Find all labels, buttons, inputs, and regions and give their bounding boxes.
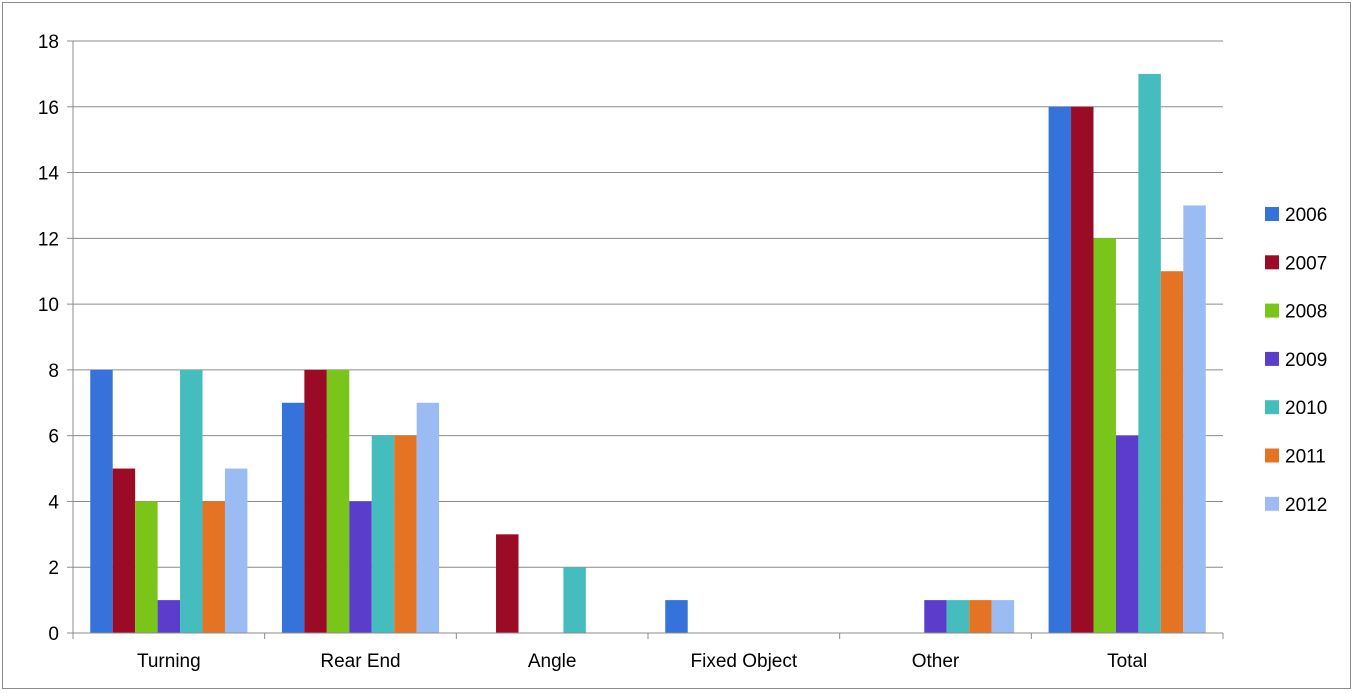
legend-label: 2008: [1285, 302, 1327, 323]
bar-2012-total: [1183, 205, 1206, 633]
bar-2007-angle: [496, 534, 519, 633]
y-tick-label: 4: [48, 492, 59, 513]
x-tick-labels: Turning Rear End Angle Fixed Object Other Tot…: [137, 651, 1147, 672]
y-tick-label: 0: [48, 624, 59, 645]
legend-label: 2011: [1285, 447, 1326, 468]
legend-swatch: [1265, 303, 1279, 318]
legend-item-2012: 2012: [1265, 495, 1327, 516]
legend-label: 2012: [1285, 495, 1327, 516]
bar-2012-turning: [224, 468, 248, 633]
bar-2007-total: [1071, 106, 1094, 634]
x-tick-label: Total: [1107, 651, 1147, 672]
bar-2012-other: [991, 600, 1015, 633]
bar-2008-rear-end: [326, 369, 350, 633]
gridlines: [73, 40, 1223, 568]
legend-item-2010: 2010: [1265, 398, 1327, 419]
legend-label: 2007: [1285, 253, 1327, 274]
y-tick-label: 10: [38, 295, 59, 316]
bar-2006-turning: [90, 369, 113, 633]
bar-2011-other: [969, 600, 992, 633]
bar-2006-total: [1048, 106, 1072, 634]
bar-2009-turning: [157, 600, 181, 633]
bar-2012-rear-end: [416, 402, 440, 633]
bar-2010-angle: [563, 567, 586, 633]
x-tick-label: Other: [912, 651, 960, 672]
bar-2007-turning: [112, 468, 136, 633]
bar-2009-rear-end: [349, 501, 372, 633]
legend-item-2009: 2009: [1265, 350, 1327, 371]
y-tick-label: 8: [48, 361, 59, 382]
legend: 2006 2007 2008 2009 2010 2011 2012: [1265, 205, 1327, 516]
legend-swatch: [1265, 496, 1279, 511]
bar-2011-total: [1160, 271, 1184, 633]
legend-swatch: [1265, 351, 1279, 366]
legend-swatch: [1265, 255, 1279, 270]
bar-2010-other: [946, 600, 970, 633]
bar-2009-total: [1115, 435, 1139, 633]
axes: [67, 40, 1224, 639]
legend-swatch: [1265, 207, 1279, 221]
bar-2006-rear-end: [281, 402, 305, 633]
bar-2011-turning: [202, 501, 225, 633]
legend-swatch: [1265, 448, 1279, 463]
x-tick-label: Fixed Object: [691, 651, 798, 672]
legend-label: 2006: [1285, 205, 1327, 226]
bar-2007-rear-end: [304, 369, 327, 633]
y-tick-label: 18: [38, 32, 59, 53]
legend-item-2006: 2006: [1265, 205, 1327, 226]
bar-2011-rear-end: [394, 435, 417, 633]
bar-2006-fixed-object: [665, 600, 688, 633]
bar-2010-rear-end: [371, 435, 395, 633]
bar-2008-total: [1093, 238, 1116, 634]
y-tick-label: 6: [48, 427, 59, 448]
x-tick-label: Rear End: [320, 651, 400, 672]
y-tick-label: 14: [38, 164, 60, 185]
bar-2010-total: [1138, 73, 1161, 633]
bar-chart: 0 2 4 6 8 10 12 14 16 18 Turning Rear End Angle Fixe…: [38, 32, 1327, 672]
legend-label: 2010: [1285, 398, 1327, 419]
legend-label: 2009: [1285, 350, 1327, 371]
legend-item-2011: 2011: [1265, 447, 1326, 468]
y-tick-label: 16: [38, 98, 59, 119]
legend-item-2007: 2007: [1265, 253, 1327, 274]
bar-2008-turning: [135, 501, 158, 633]
y-tick-labels: 0 2 4 6 8 10 12 14 16 18: [38, 32, 60, 645]
legend-item-2008: 2008: [1265, 302, 1327, 323]
x-tick-label: Angle: [528, 651, 577, 672]
legend-swatch: [1265, 400, 1279, 415]
bar-2009-other: [924, 600, 947, 633]
x-tick-label: Turning: [137, 651, 201, 672]
y-tick-label: 2: [48, 558, 59, 579]
bars: [90, 73, 1206, 634]
y-tick-label: 12: [38, 229, 59, 250]
bar-2010-turning: [180, 369, 203, 633]
